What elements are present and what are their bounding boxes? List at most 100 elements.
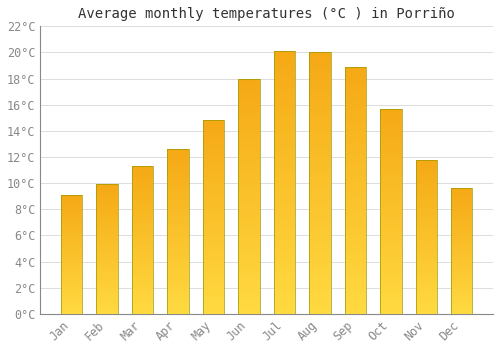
Bar [416,243,437,246]
Bar [344,126,366,131]
Bar [168,251,188,254]
Bar [96,231,117,234]
Bar [310,110,330,115]
Bar [168,172,188,175]
Bar [344,270,366,274]
Bar [380,162,402,166]
Bar [96,239,117,241]
Bar [238,210,260,215]
Bar [61,312,82,314]
Bar [380,310,402,314]
Bar [96,249,117,252]
Bar [344,181,366,186]
Bar [451,236,472,239]
Bar [344,151,366,156]
Bar [380,219,402,224]
Bar [344,195,366,200]
Bar [238,78,260,314]
Bar [203,182,224,186]
Bar [344,111,366,116]
Bar [61,233,82,235]
Bar [132,279,153,281]
Bar [238,140,260,145]
Bar [416,197,437,200]
Bar [416,194,437,197]
Bar [168,307,188,310]
Bar [380,207,402,211]
Bar [380,289,402,293]
Bar [274,256,295,261]
Bar [61,309,82,312]
Bar [203,240,224,244]
Bar [416,163,437,166]
Bar [380,121,402,125]
Bar [168,179,188,182]
Bar [344,304,366,309]
Bar [274,140,295,146]
Bar [96,184,117,314]
Bar [168,274,188,278]
Bar [132,273,153,275]
Bar [416,311,437,314]
Bar [380,129,402,133]
Bar [380,150,402,154]
Bar [203,221,224,225]
Bar [61,264,82,266]
Bar [274,288,295,293]
Bar [238,145,260,149]
Bar [380,174,402,179]
Bar [238,286,260,290]
Bar [203,120,224,124]
Bar [96,265,117,267]
Bar [344,200,366,205]
Bar [203,299,224,302]
Bar [61,295,82,297]
Bar [96,252,117,254]
Bar [238,126,260,130]
Bar [310,215,330,220]
Bar [168,258,188,261]
Bar [451,246,472,248]
Bar [380,293,402,298]
Bar [96,226,117,229]
Bar [416,160,437,163]
Bar [380,158,402,162]
Bar [416,268,437,271]
Bar [274,93,295,98]
Bar [132,175,153,178]
Bar [61,247,82,250]
Bar [380,108,402,113]
Bar [96,216,117,218]
Bar [61,245,82,247]
Bar [168,218,188,222]
Bar [238,229,260,234]
Bar [168,291,188,294]
Bar [61,195,82,197]
Bar [274,109,295,114]
Bar [238,262,260,267]
Bar [61,223,82,226]
Bar [451,304,472,306]
Bar [132,231,153,234]
Bar [61,304,82,307]
Bar [96,296,117,298]
Bar [203,140,224,144]
Bar [96,306,117,309]
Bar [310,78,330,84]
Bar [168,235,188,238]
Bar [132,216,153,219]
Bar [132,311,153,314]
Bar [238,187,260,191]
Bar [96,298,117,301]
Title: Average monthly temperatures (°C ) in Porriño: Average monthly temperatures (°C ) in Po… [78,7,455,21]
Bar [416,237,437,240]
Bar [132,252,153,255]
Bar [344,289,366,294]
Bar [380,187,402,191]
Bar [344,190,366,195]
Bar [344,215,366,220]
Bar [238,281,260,286]
Bar [96,283,117,285]
Bar [132,267,153,270]
Bar [61,283,82,285]
